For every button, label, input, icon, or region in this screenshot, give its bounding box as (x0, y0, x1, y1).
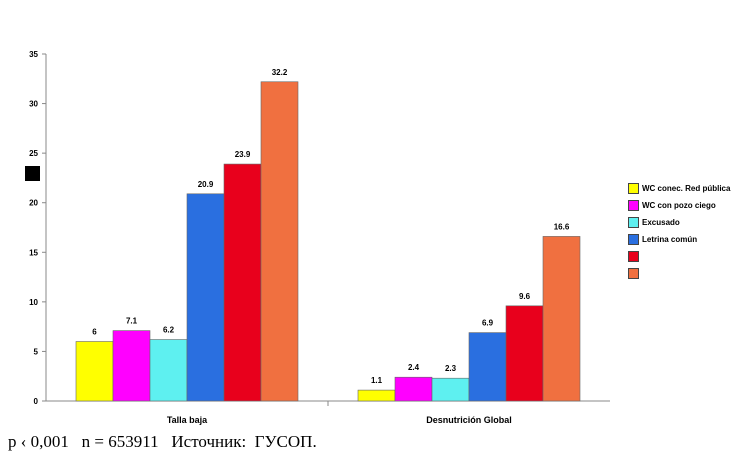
chart-bars (75, 81, 581, 402)
legend-label: WC con pozo ciego (642, 201, 716, 210)
chart-data-labels: 6 7.1 6.2 20.9 23.9 32.2 1.1 2.4 2.3 6.9 9.6 16.6 (92, 68, 570, 385)
y-tick-label: 15 (29, 248, 38, 257)
y-tick-label: 20 (29, 199, 38, 208)
legend-item: WC con pozo ciego (628, 197, 730, 214)
data-label: 20.9 (198, 180, 214, 189)
data-label: 2.4 (408, 363, 420, 372)
bar (223, 163, 262, 402)
y-tick-label: 30 (29, 100, 38, 109)
legend-label: Excusado (642, 218, 680, 227)
footer-note: p ‹ 0,001 n = 653911 Источник: ГУСОП. (8, 432, 317, 451)
data-label: 6.9 (482, 319, 494, 328)
data-label: 32.2 (272, 68, 288, 77)
legend-item: WC conec. Red pública (628, 180, 730, 197)
legend-label: WC conec. Red pública (642, 184, 731, 193)
bar (468, 332, 507, 402)
y-tick-label: 10 (29, 298, 38, 307)
legend-swatch (628, 268, 639, 279)
bar (186, 193, 225, 402)
bar (149, 339, 188, 402)
data-label: 7.1 (126, 317, 138, 326)
legend-item (628, 265, 730, 282)
legend-swatch (628, 183, 639, 194)
bar (260, 81, 299, 402)
data-label: 23.9 (235, 150, 251, 159)
black-square-marker (25, 166, 40, 181)
legend-label: Letrina común (642, 235, 698, 244)
bar (394, 376, 433, 402)
bar (75, 341, 114, 402)
legend-item (628, 248, 730, 265)
x-category-label: Desnutrición Global (426, 415, 512, 425)
bar (542, 236, 581, 402)
legend-item: Excusado (628, 214, 730, 231)
bar (357, 389, 396, 402)
legend-swatch (628, 200, 639, 211)
legend-swatch (628, 251, 639, 262)
y-tick-label: 5 (34, 347, 39, 356)
x-category-label: Talla baja (167, 415, 208, 425)
data-label: 1.1 (371, 376, 383, 385)
y-tick-label: 35 (29, 50, 38, 59)
data-label: 2.3 (445, 364, 457, 373)
data-label: 6.2 (163, 326, 175, 335)
bar (112, 330, 151, 402)
y-tick-label: 0 (34, 397, 39, 406)
bar (505, 305, 544, 402)
legend-item: Letrina común (628, 231, 730, 248)
data-label: 16.6 (554, 222, 570, 231)
legend-swatch (628, 217, 639, 228)
bar (431, 377, 470, 402)
y-tick-label: 25 (29, 149, 38, 158)
data-label: 6 (92, 328, 97, 337)
chart-legend: WC conec. Red pública WC con pozo ciego Ex… (628, 180, 730, 282)
legend-swatch (628, 234, 639, 245)
data-label: 9.6 (519, 292, 531, 301)
